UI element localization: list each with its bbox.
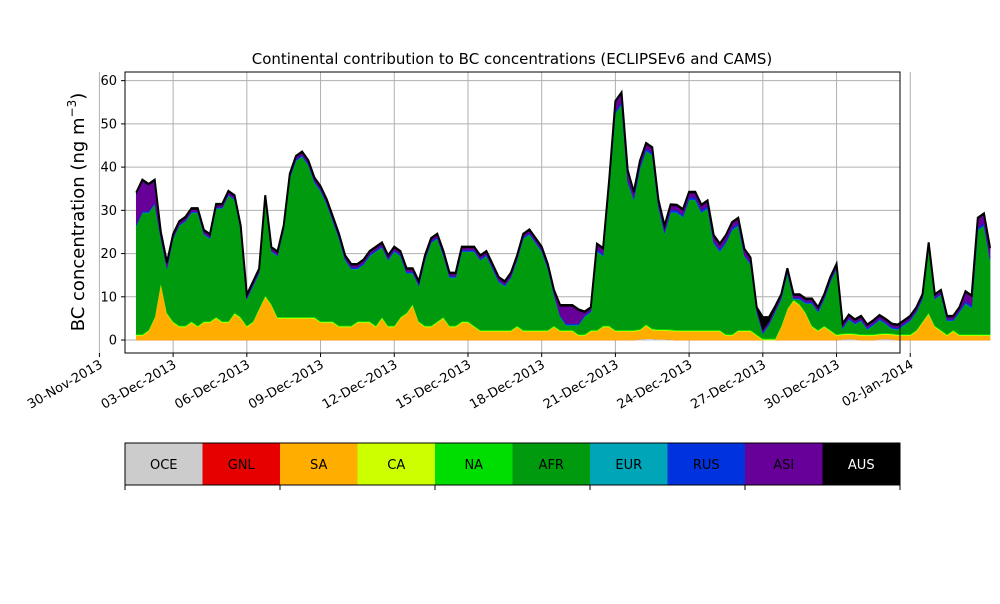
x-tick-label: 30-Nov-2013 <box>25 357 105 412</box>
legend-label-gnl: GNL <box>228 458 256 473</box>
legend-label-ca: CA <box>387 458 405 473</box>
legend-swatch-rus <box>667 443 745 485</box>
color-legend-bar: OCE GNL SA CA NA AFR EUR RUS ASI AUS <box>124 442 901 490</box>
x-tick-label: 15-Dec-2013 <box>394 357 474 412</box>
x-tick-label: 21-Dec-2013 <box>541 357 621 412</box>
y-tick-label: 50 <box>100 117 117 132</box>
x-tick-label: 09-Dec-2013 <box>246 357 326 412</box>
y-axis-label-main: BC concentration (ng m <box>68 117 89 331</box>
x-tick-label: 27-Dec-2013 <box>688 357 768 412</box>
legend-label-sa: SA <box>310 458 327 473</box>
x-tick-label: 24-Dec-2013 <box>615 357 695 412</box>
x-axis-ticks: 30-Nov-201303-Dec-201306-Dec-201309-Dec-… <box>25 353 916 413</box>
x-tick-label: 03-Dec-2013 <box>99 357 179 412</box>
legend-frame <box>124 442 901 486</box>
y-tick-label: 40 <box>100 161 117 176</box>
y-axis-label-close: ) <box>68 93 89 100</box>
legend-label-afr: AFR <box>539 458 564 473</box>
total-outline <box>135 89 992 327</box>
legend-swatch-aus <box>822 443 900 485</box>
y-axis-label: BC concentration (ng m−3) <box>65 93 89 332</box>
legend-label-asi: ASI <box>773 458 794 473</box>
plot-frame <box>124 71 901 354</box>
x-tick-label: 06-Dec-2013 <box>172 357 252 412</box>
legend-swatch-ca <box>357 443 435 485</box>
legend-swatch-eur <box>590 443 668 485</box>
y-axis-label-exponent: −3 <box>65 100 79 118</box>
y-tick-label: 30 <box>100 204 117 219</box>
legend-swatch-afr <box>512 443 590 485</box>
y-axis-ticks: 0 10 20 30 40 50 60 <box>100 74 125 349</box>
legend-swatch-na <box>435 443 513 485</box>
x-tick-label: 18-Dec-2013 <box>467 357 547 412</box>
legend-swatch-sa <box>280 443 358 485</box>
legend-label-rus: RUS <box>693 458 720 473</box>
legend-label-eur: EUR <box>615 458 642 473</box>
legend-label-na: NA <box>464 458 483 473</box>
x-tick-label: 12-Dec-2013 <box>320 357 400 412</box>
x-tick-label: 30-Dec-2013 <box>762 357 842 412</box>
y-tick-label: 0 <box>109 334 117 349</box>
legend-swatch-asi <box>745 443 823 485</box>
legend-label-oce: OCE <box>150 458 178 473</box>
legend-swatch-gnl <box>202 443 280 485</box>
chart-title: Continental contribution to BC concentra… <box>252 50 773 68</box>
stacked-areas <box>135 89 992 341</box>
y-tick-label: 20 <box>100 247 117 262</box>
y-tick-label: 60 <box>100 74 117 89</box>
legend-swatch-oce <box>125 443 203 485</box>
y-tick-label: 10 <box>100 290 117 305</box>
legend-label-aus: AUS <box>848 458 875 473</box>
x-tick-label: 02-Jan-2014 <box>840 357 917 410</box>
